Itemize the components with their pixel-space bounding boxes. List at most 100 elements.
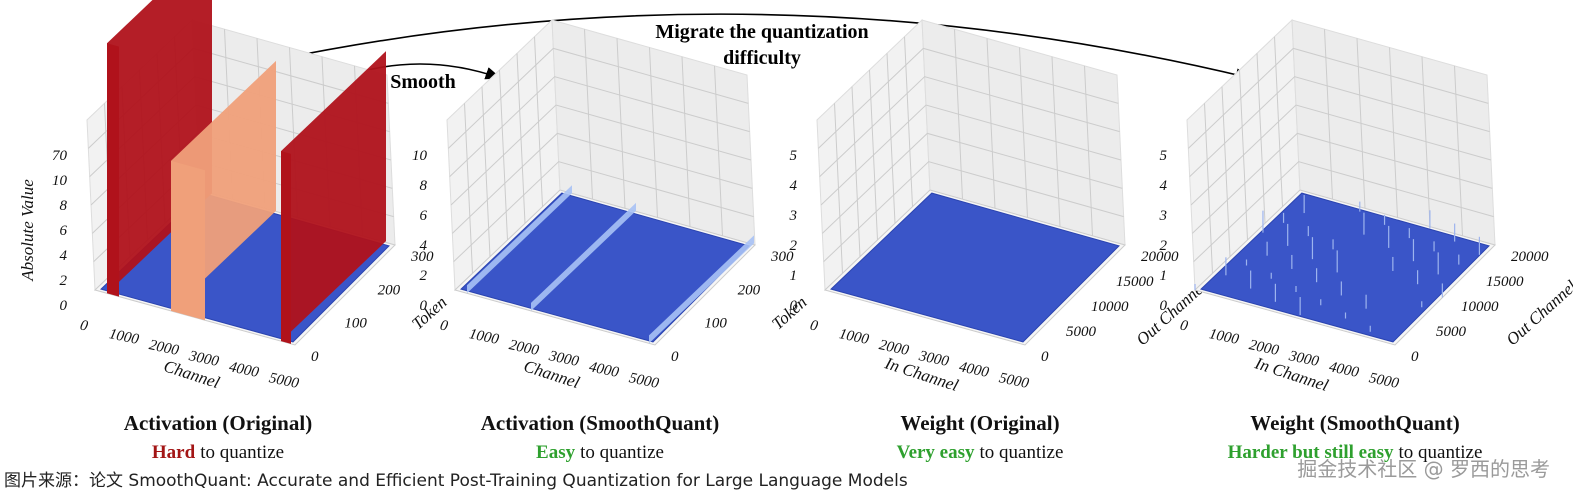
x-tick-label: 3000	[187, 348, 221, 370]
z-tick-label: 2	[60, 273, 68, 289]
panel-title: Activation (Original)	[124, 411, 312, 435]
panel-caption: Harder but still easy to quantize	[1228, 442, 1483, 463]
x-tick-label: 1000	[467, 326, 500, 348]
caption-emphasis: Harder but still easy	[1228, 442, 1394, 463]
watermark: 掘金技术社区 @ 罗西的思考	[1297, 457, 1550, 481]
z-tick-label: 0	[790, 298, 798, 314]
z-tick-label: 2	[1160, 238, 1168, 254]
z-tick-label: 4	[1160, 178, 1168, 194]
wire	[1187, 47, 1489, 149]
z-tick-label: 6	[420, 208, 428, 224]
y-tick-label: 200	[738, 282, 761, 298]
caption-emphasis: Easy	[536, 442, 576, 463]
panel-title: Weight (Original)	[900, 411, 1059, 435]
caption-text: to quantize	[200, 442, 284, 463]
z-tick-label: 0	[60, 298, 68, 314]
wire	[817, 47, 1119, 149]
y-tick-label: 0	[311, 349, 319, 365]
caption-text: to quantize	[1399, 442, 1483, 463]
x-tick-label: 0	[439, 317, 450, 334]
stripe	[531, 202, 636, 311]
caption-text: to quantize	[580, 442, 664, 463]
z-tick-label: 1	[790, 268, 798, 284]
y-tick-label: 0	[1041, 349, 1049, 365]
spike-wall	[171, 160, 205, 321]
y-tick-label: 20000	[1141, 249, 1179, 265]
x-tick-label: 5000	[627, 370, 660, 392]
caption-text: to quantize	[980, 442, 1064, 463]
z-tick-label: 3	[789, 208, 798, 224]
wire	[1189, 76, 1490, 178]
z-tick-label: 1	[1160, 268, 1168, 284]
x-tick-label: 1000	[1207, 326, 1240, 348]
y-tick-label: 5000	[1436, 324, 1467, 340]
x-tick-label: 0	[809, 317, 820, 334]
x-tick-label: 4000	[227, 359, 260, 381]
y-tick-label: 20000	[1511, 249, 1549, 265]
y-tick-label: 15000	[1116, 274, 1154, 290]
caption-emphasis: Very easy	[897, 442, 975, 463]
x-tick-label: 2000	[147, 337, 180, 359]
y-tick-label: 200	[378, 282, 401, 298]
y-tick-label: 0	[671, 349, 679, 365]
y-tick-label: 10000	[1461, 299, 1499, 315]
migrate-arrow	[274, 13, 1252, 81]
x-tick-label: 2000	[507, 337, 540, 359]
z-tick-label: 10	[412, 148, 428, 164]
panel-caption: Hard to quantize	[152, 442, 284, 463]
x-tick-label: 0	[79, 317, 90, 334]
x-tick-label: 5000	[1367, 370, 1400, 392]
y-tick-label: 100	[344, 316, 367, 332]
stripe	[467, 185, 572, 294]
z-tick-label: 4	[420, 238, 428, 254]
migrate-label: Migrate the quantization	[655, 21, 868, 43]
z-tick-label: 6	[60, 223, 68, 239]
panel-title: Activation (SmoothQuant)	[481, 411, 720, 435]
smooth-label: Smooth	[390, 71, 456, 93]
x-tick-label: 5000	[997, 370, 1030, 392]
x-tick-label: 1000	[107, 326, 140, 348]
z-tick-label: 8	[60, 198, 68, 214]
spike-wall	[107, 43, 119, 297]
spike-wall	[281, 51, 386, 342]
panel-title: Weight (SmoothQuant)	[1250, 411, 1459, 435]
x-tick-label: 3000	[917, 348, 951, 370]
y-tick-label: 100	[704, 316, 727, 332]
z-tick-label: 10	[52, 173, 68, 189]
stripe	[649, 235, 754, 344]
x-tick-label: 4000	[1327, 359, 1360, 381]
x-tick-label: 2000	[877, 337, 910, 359]
y-tick-label: 300	[770, 249, 794, 265]
spike-wall	[107, 0, 212, 294]
panel-caption: Easy to quantize	[536, 442, 664, 463]
x-tick-label: 4000	[957, 359, 990, 381]
y-tick-label: 0	[1411, 349, 1419, 365]
z-tick-label: 70	[52, 148, 68, 164]
x-tick-label: 1000	[837, 326, 870, 348]
migrate-label: difficulty	[723, 47, 801, 69]
z-tick-label: 0	[1160, 298, 1168, 314]
x-tick-label: 0	[1179, 317, 1190, 334]
wire	[819, 76, 1120, 178]
z-axis-label: Absolute Value	[18, 179, 37, 282]
surface	[1200, 192, 1490, 343]
z-tick-label: 5	[790, 148, 798, 164]
z-tick-label: 4	[60, 248, 68, 264]
panel-caption: Very easy to quantize	[897, 442, 1064, 463]
x-tick-label: 4000	[587, 359, 620, 381]
wire	[449, 76, 750, 178]
z-tick-label: 8	[420, 178, 428, 194]
z-tick-label: 0	[420, 298, 428, 314]
z-tick-label: 2	[420, 268, 428, 284]
wire	[447, 47, 749, 149]
z-tick-label: 3	[1159, 208, 1168, 224]
x-tick-label: 2000	[1247, 337, 1280, 359]
caption-emphasis: Hard	[152, 442, 196, 463]
x-tick-label: 3000	[1287, 348, 1321, 370]
footer: 图片来源：论文 SmoothQuant: Accurate and Effici…	[4, 471, 908, 491]
spike-wall	[281, 151, 291, 344]
